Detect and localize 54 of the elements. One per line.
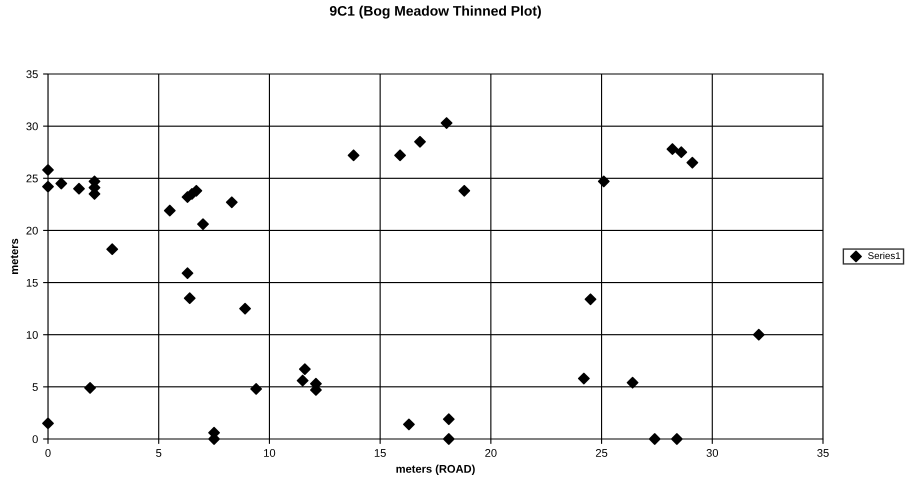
point xyxy=(197,218,209,230)
x-tick-label: 5 xyxy=(156,449,162,457)
x-axis-title: meters (ROAD) xyxy=(396,464,475,475)
x-tick-label: 25 xyxy=(596,449,608,457)
point xyxy=(675,146,688,158)
point xyxy=(296,374,309,386)
y-tick-label: 25 xyxy=(26,174,38,182)
point xyxy=(752,328,765,341)
y-tick-label: 30 xyxy=(26,122,38,130)
point xyxy=(84,382,96,394)
point xyxy=(394,149,406,162)
y-tick-label: 20 xyxy=(26,226,38,235)
point xyxy=(598,176,610,188)
legend-label: Series1 xyxy=(868,252,900,260)
point xyxy=(442,433,455,445)
point xyxy=(164,204,176,217)
point xyxy=(578,372,590,384)
x-tick-label: 20 xyxy=(485,449,497,457)
point xyxy=(106,243,118,256)
point xyxy=(626,376,638,389)
point xyxy=(348,149,360,162)
y-tick-label: 10 xyxy=(26,330,38,339)
point xyxy=(182,267,194,280)
point xyxy=(403,418,415,430)
point xyxy=(184,292,196,304)
y-tick-label: 15 xyxy=(26,278,38,287)
point xyxy=(298,363,311,376)
point xyxy=(226,196,238,208)
point xyxy=(440,117,452,129)
chart-title: 9C1 (Bog Meadow Thinned Plot) xyxy=(330,6,541,19)
y-tick-label: 35 xyxy=(26,70,38,78)
point xyxy=(442,413,455,426)
point xyxy=(670,433,683,445)
point xyxy=(239,302,251,315)
x-tick-label: 35 xyxy=(817,449,829,457)
x-tick-label: 0 xyxy=(45,449,51,457)
point xyxy=(666,143,678,155)
y-axis-title: meters xyxy=(10,238,18,274)
x-tick-label: 10 xyxy=(264,449,276,457)
point xyxy=(42,417,54,430)
point xyxy=(584,293,596,306)
point xyxy=(55,178,68,190)
point xyxy=(648,433,661,445)
point xyxy=(73,182,85,195)
x-tick-label: 15 xyxy=(374,449,386,457)
point xyxy=(458,184,470,197)
x-tick-label: 30 xyxy=(706,449,718,457)
point xyxy=(250,383,262,395)
point xyxy=(42,164,54,176)
point xyxy=(686,156,698,169)
point xyxy=(414,136,426,148)
y-tick-label: 0 xyxy=(32,435,38,444)
y-tick-label: 5 xyxy=(32,383,38,391)
point xyxy=(42,180,54,193)
